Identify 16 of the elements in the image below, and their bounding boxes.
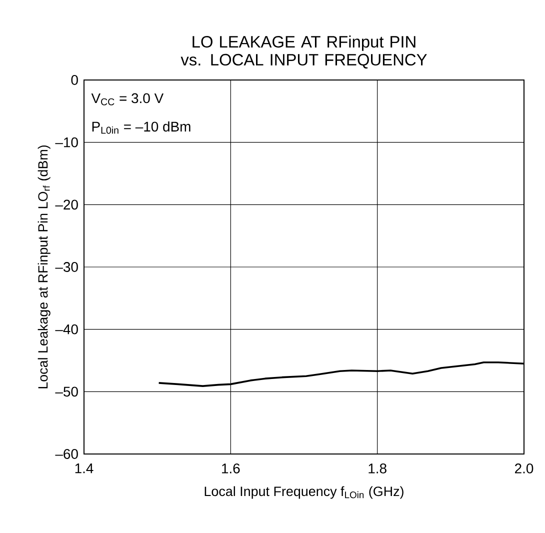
annotation: P$_{L0in}$ = –10 dBm	[92, 121, 190, 134]
x-tick-label: 1.6	[222, 464, 240, 474]
y-tick-label: –30	[55, 262, 78, 272]
x-tick-label: 1.8	[368, 464, 386, 474]
x-tick-label: 2.0	[515, 464, 534, 474]
y-tick-label: –20	[55, 200, 78, 210]
chart-title: LO LEAKAGE AT RFinput PIN vs. LOCAL INPUT FREQUENCY	[180, 36, 427, 69]
x-axis-title: Local Input Frequency f$_{LOin}$ (GHz)	[204, 486, 404, 499]
y-axis-title: Local Leakage at RFinput Pin LO$_{rf}$ (dBm)	[38, 145, 50, 388]
y-tick-label: –60	[55, 449, 78, 459]
x-tick-label: 1.4	[75, 464, 94, 474]
annotation: V$_{CC}$ = 3.0 V	[91, 93, 164, 106]
y-tick-label: –40	[55, 324, 78, 334]
y-tick-label: –10	[55, 137, 78, 148]
y-tick-label: –50	[55, 386, 78, 397]
y-tick-label: 0	[71, 75, 78, 85]
